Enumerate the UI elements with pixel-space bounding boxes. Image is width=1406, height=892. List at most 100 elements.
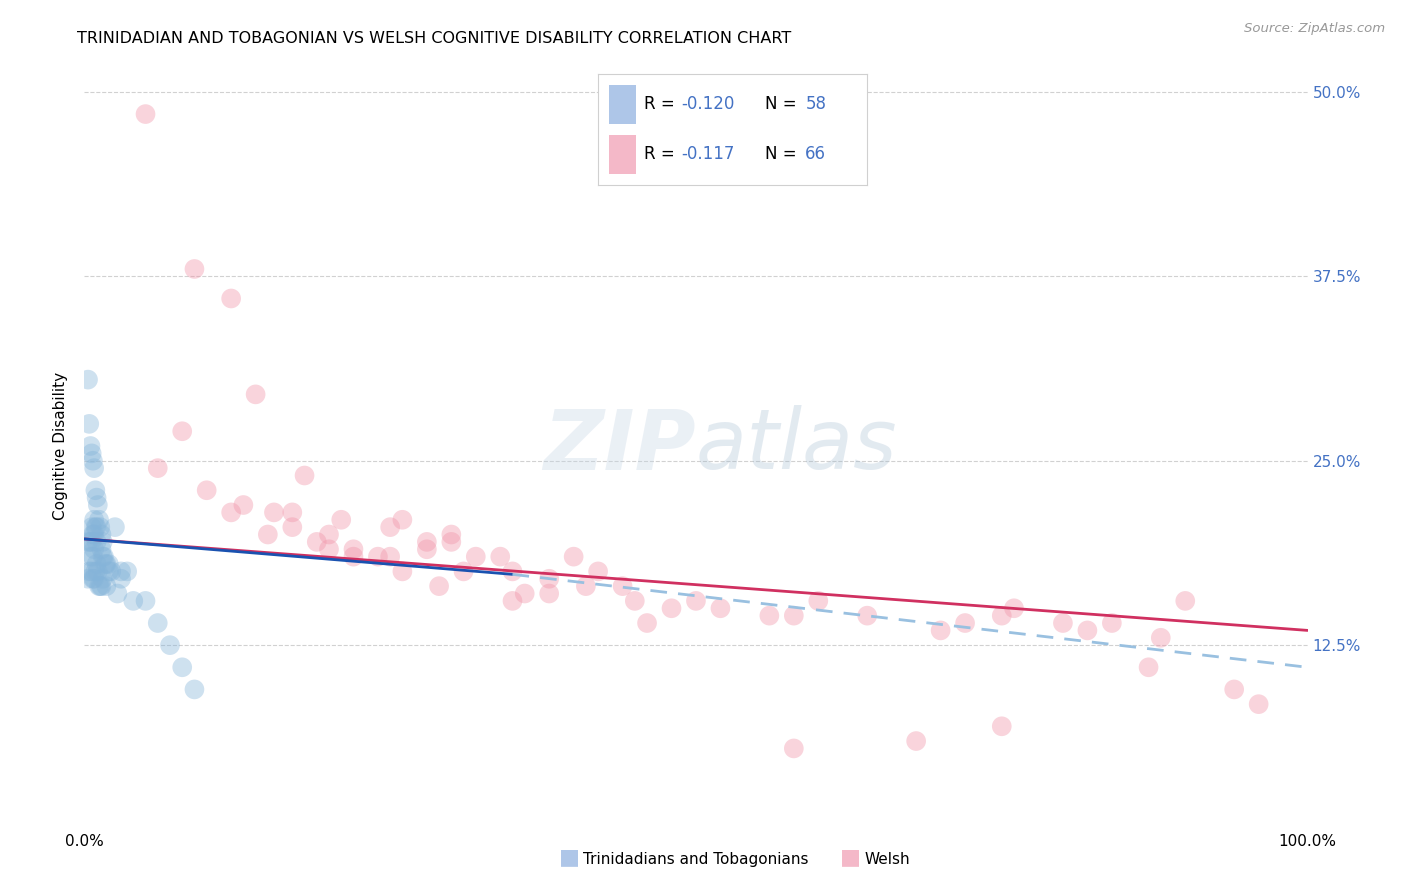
Point bbox=[80, 565, 103, 579]
Point bbox=[105, 586, 128, 600]
Point bbox=[94, 557, 117, 571]
Point bbox=[1002, 601, 1025, 615]
Point bbox=[856, 608, 879, 623]
Point bbox=[80, 535, 103, 549]
Point bbox=[1174, 594, 1197, 608]
Point bbox=[97, 557, 120, 571]
Point bbox=[79, 549, 101, 564]
Point bbox=[77, 565, 100, 579]
Point bbox=[91, 549, 114, 564]
Point bbox=[79, 535, 101, 549]
Text: ■: ■ bbox=[560, 847, 579, 867]
Point bbox=[86, 491, 108, 505]
Point bbox=[342, 549, 364, 564]
Point bbox=[758, 608, 780, 623]
Point bbox=[305, 535, 328, 549]
Point bbox=[427, 579, 450, 593]
Point bbox=[77, 373, 100, 387]
Point bbox=[195, 483, 218, 498]
Point bbox=[281, 505, 304, 519]
Point bbox=[93, 549, 115, 564]
Point bbox=[96, 557, 118, 571]
Point bbox=[110, 572, 132, 586]
Point bbox=[172, 424, 194, 438]
Point bbox=[257, 527, 280, 541]
Point bbox=[783, 741, 806, 756]
Point bbox=[416, 535, 439, 549]
Point bbox=[86, 535, 108, 549]
Point bbox=[159, 638, 181, 652]
Point bbox=[183, 262, 205, 277]
Point bbox=[294, 468, 316, 483]
Point bbox=[91, 535, 114, 549]
Point bbox=[440, 527, 463, 541]
Point bbox=[83, 542, 105, 557]
Point bbox=[82, 549, 104, 564]
Point bbox=[146, 615, 169, 630]
Point bbox=[110, 565, 132, 579]
Point bbox=[380, 520, 402, 534]
Point bbox=[83, 513, 105, 527]
Point bbox=[513, 586, 536, 600]
Point bbox=[624, 594, 647, 608]
Point bbox=[991, 719, 1014, 733]
Text: ■: ■ bbox=[841, 847, 860, 867]
Point bbox=[84, 565, 107, 579]
Text: Source: ZipAtlas.com: Source: ZipAtlas.com bbox=[1244, 22, 1385, 36]
Point bbox=[82, 527, 104, 541]
Point bbox=[82, 572, 104, 586]
Point bbox=[440, 535, 463, 549]
Text: TRINIDADIAN AND TOBAGONIAN VS WELSH COGNITIVE DISABILITY CORRELATION CHART: TRINIDADIAN AND TOBAGONIAN VS WELSH COGN… bbox=[77, 31, 792, 46]
Point bbox=[380, 549, 402, 564]
Point bbox=[416, 542, 439, 557]
Point bbox=[77, 572, 100, 586]
Point bbox=[929, 624, 952, 638]
Point bbox=[1076, 624, 1098, 638]
Point bbox=[87, 498, 110, 512]
Point bbox=[991, 608, 1014, 623]
Point bbox=[502, 565, 524, 579]
Point bbox=[100, 565, 122, 579]
Point bbox=[183, 682, 205, 697]
Point bbox=[330, 513, 353, 527]
Point bbox=[83, 527, 105, 541]
Point bbox=[661, 601, 683, 615]
Point bbox=[97, 565, 120, 579]
Point bbox=[538, 572, 561, 586]
Point bbox=[575, 579, 598, 593]
Point bbox=[318, 527, 340, 541]
Point bbox=[281, 520, 304, 534]
Point bbox=[87, 579, 110, 593]
Point bbox=[1247, 697, 1270, 711]
Text: ZIP: ZIP bbox=[543, 406, 696, 486]
Point bbox=[367, 549, 389, 564]
Point bbox=[83, 572, 105, 586]
Point bbox=[391, 565, 413, 579]
Point bbox=[391, 513, 413, 527]
Point bbox=[1101, 615, 1123, 630]
Point bbox=[86, 520, 108, 534]
Point bbox=[90, 579, 112, 593]
Point bbox=[636, 615, 658, 630]
Point bbox=[612, 579, 634, 593]
Point bbox=[77, 535, 100, 549]
Point bbox=[77, 417, 100, 431]
Point bbox=[90, 527, 112, 541]
Point bbox=[135, 107, 157, 121]
Point bbox=[172, 660, 194, 674]
Point bbox=[84, 520, 107, 534]
Point bbox=[502, 594, 524, 608]
Point bbox=[87, 565, 110, 579]
Point bbox=[146, 461, 169, 475]
Point bbox=[709, 601, 731, 615]
Point bbox=[905, 734, 928, 748]
Point bbox=[783, 608, 806, 623]
Point bbox=[115, 565, 138, 579]
Point bbox=[245, 387, 267, 401]
Point bbox=[318, 542, 340, 557]
Point bbox=[135, 594, 157, 608]
Point bbox=[91, 572, 114, 586]
Point bbox=[1223, 682, 1246, 697]
Y-axis label: Cognitive Disability: Cognitive Disability bbox=[53, 372, 69, 520]
Point bbox=[1150, 631, 1173, 645]
